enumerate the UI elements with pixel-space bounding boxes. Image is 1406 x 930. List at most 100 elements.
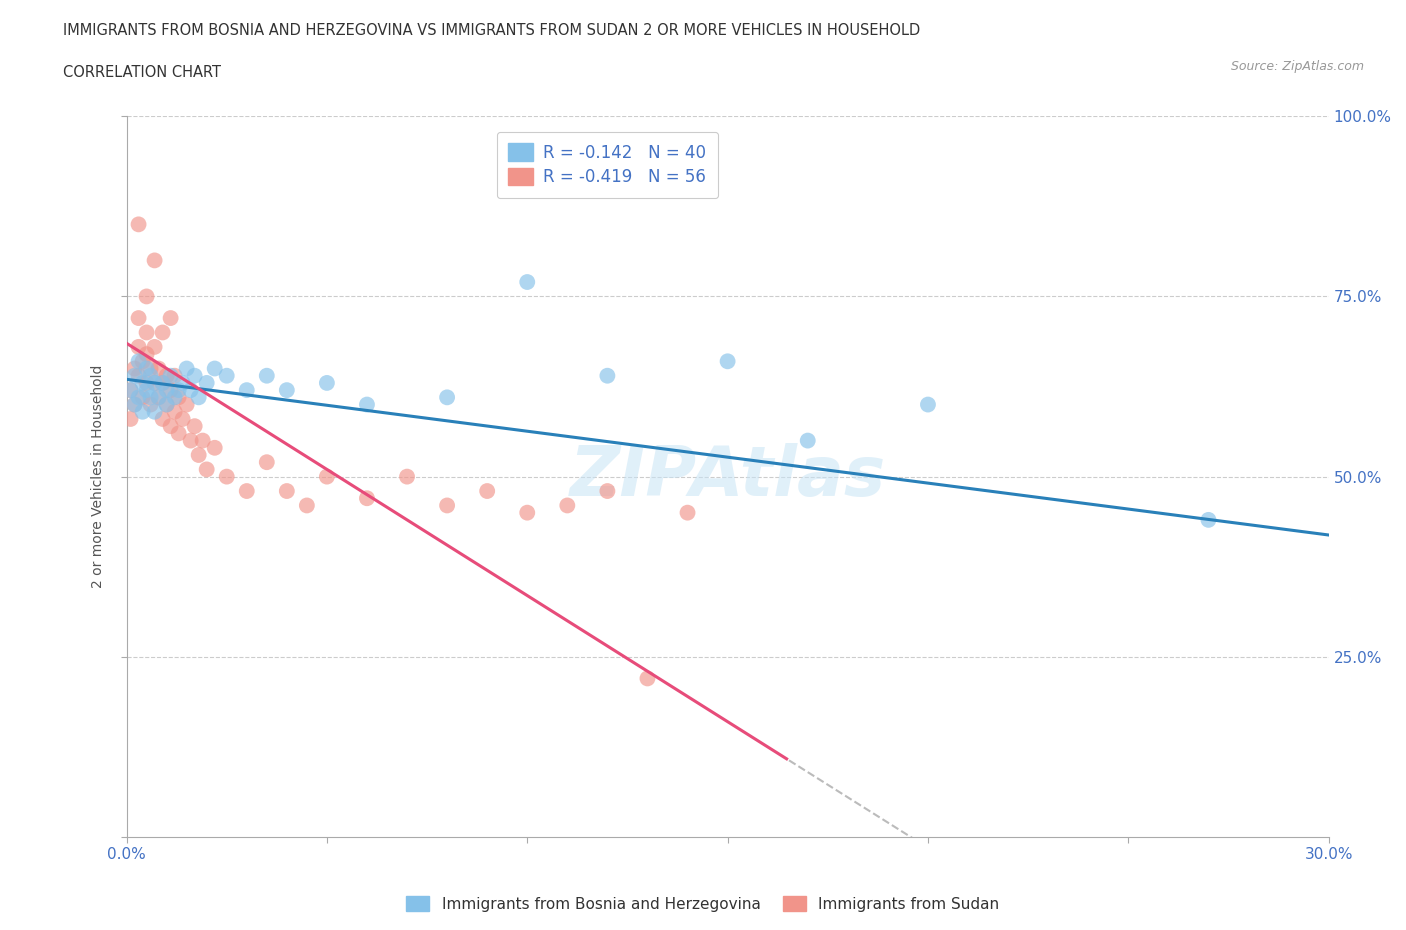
Point xyxy=(436,498,458,513)
Point xyxy=(204,361,226,376)
Point xyxy=(143,253,166,268)
Point xyxy=(148,390,170,405)
Point xyxy=(256,455,278,470)
Point xyxy=(436,390,458,405)
Point xyxy=(128,217,150,232)
Point xyxy=(159,368,181,383)
Point xyxy=(163,390,186,405)
Point xyxy=(180,383,202,398)
Text: CORRELATION CHART: CORRELATION CHART xyxy=(63,65,221,80)
Point xyxy=(256,368,278,383)
Point xyxy=(235,484,259,498)
Point xyxy=(120,412,142,427)
Point xyxy=(155,397,177,412)
Point xyxy=(135,326,157,340)
Point xyxy=(135,383,157,398)
Legend: Immigrants from Bosnia and Herzegovina, Immigrants from Sudan: Immigrants from Bosnia and Herzegovina, … xyxy=(401,889,1005,918)
Point xyxy=(356,491,378,506)
Point xyxy=(143,376,166,391)
Point xyxy=(143,376,166,391)
Text: IMMIGRANTS FROM BOSNIA AND HERZEGOVINA VS IMMIGRANTS FROM SUDAN 2 OR MORE VEHICL: IMMIGRANTS FROM BOSNIA AND HERZEGOVINA V… xyxy=(63,23,921,38)
Point xyxy=(159,311,181,325)
Point xyxy=(183,418,205,433)
Point xyxy=(396,470,419,485)
Point xyxy=(716,354,740,369)
Point xyxy=(128,354,150,369)
Point xyxy=(139,361,162,376)
Point xyxy=(128,311,150,325)
Point xyxy=(917,397,939,412)
Point xyxy=(204,441,226,456)
Point xyxy=(143,405,166,419)
Point xyxy=(475,484,498,498)
Point xyxy=(215,368,238,383)
Point xyxy=(172,412,194,427)
Point xyxy=(215,470,238,485)
Point xyxy=(315,470,337,485)
Point xyxy=(516,274,538,289)
Point xyxy=(139,390,162,405)
Point xyxy=(148,361,170,376)
Point xyxy=(163,368,186,383)
Y-axis label: 2 or more Vehicles in Household: 2 or more Vehicles in Household xyxy=(91,365,105,589)
Point xyxy=(159,383,181,398)
Point xyxy=(195,462,218,477)
Text: ZIPAtlas: ZIPAtlas xyxy=(569,443,886,511)
Point xyxy=(1198,512,1220,527)
Legend: R = -0.142   N = 40, R = -0.419   N = 56: R = -0.142 N = 40, R = -0.419 N = 56 xyxy=(496,132,718,198)
Point xyxy=(596,484,619,498)
Point xyxy=(131,390,153,405)
Point xyxy=(557,498,579,513)
Point xyxy=(139,397,162,412)
Point xyxy=(163,405,186,419)
Point xyxy=(131,354,153,369)
Point xyxy=(155,397,177,412)
Point xyxy=(235,383,259,398)
Point xyxy=(167,426,190,441)
Point xyxy=(295,498,318,513)
Point xyxy=(276,484,298,498)
Point xyxy=(152,376,174,391)
Point xyxy=(167,390,190,405)
Point xyxy=(315,376,337,391)
Point xyxy=(120,383,142,398)
Point xyxy=(128,390,150,405)
Point xyxy=(152,326,174,340)
Point xyxy=(143,339,166,354)
Point xyxy=(120,383,142,398)
Point xyxy=(276,383,298,398)
Point xyxy=(135,289,157,304)
Point xyxy=(131,405,153,419)
Point xyxy=(516,505,538,520)
Point xyxy=(176,397,198,412)
Point xyxy=(152,412,174,427)
Point xyxy=(172,376,194,391)
Point xyxy=(636,671,658,686)
Point xyxy=(124,361,146,376)
Point xyxy=(148,390,170,405)
Point xyxy=(676,505,699,520)
Point xyxy=(124,397,146,412)
Point xyxy=(195,376,218,391)
Point xyxy=(135,347,157,362)
Point xyxy=(159,418,181,433)
Point xyxy=(180,433,202,448)
Point xyxy=(128,368,150,383)
Point xyxy=(152,376,174,391)
Point xyxy=(155,383,177,398)
Point xyxy=(139,368,162,383)
Point xyxy=(356,397,378,412)
Point xyxy=(187,447,209,462)
Point xyxy=(124,397,146,412)
Text: Source: ZipAtlas.com: Source: ZipAtlas.com xyxy=(1230,60,1364,73)
Point xyxy=(131,376,153,391)
Point xyxy=(187,390,209,405)
Point xyxy=(155,368,177,383)
Point xyxy=(176,361,198,376)
Point xyxy=(796,433,818,448)
Point xyxy=(183,368,205,383)
Point xyxy=(124,368,146,383)
Point xyxy=(135,376,157,391)
Point xyxy=(167,383,190,398)
Point xyxy=(191,433,214,448)
